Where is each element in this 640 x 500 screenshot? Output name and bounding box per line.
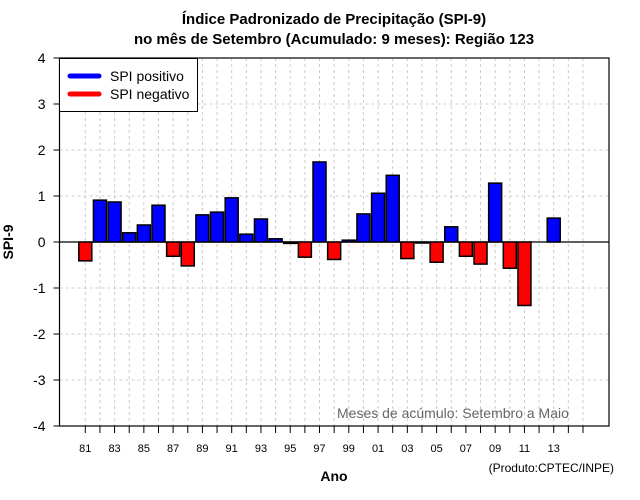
- x-tick-label: 89: [196, 443, 208, 455]
- x-tick-label: 83: [108, 443, 120, 455]
- y-tick-label: -3: [33, 372, 46, 388]
- grid-lines: [59, 58, 609, 426]
- y-tick-label: 0: [38, 234, 46, 250]
- bar-2011: [517, 241, 532, 307]
- bar-2009: [487, 182, 503, 243]
- bar-2003: [400, 241, 415, 260]
- y-tick-label: -2: [33, 326, 46, 342]
- x-tick-label: 99: [343, 443, 355, 455]
- x-axis-ticks: 81 83 85 87 89 91 93 95 97 99 01 03 05 07 09 11 13: [79, 426, 584, 455]
- bar-1984: [121, 232, 137, 243]
- x-tick-label: 97: [313, 443, 325, 455]
- bar-1997: [312, 161, 327, 243]
- x-tick-label: 11: [519, 443, 530, 455]
- bar-1986: [151, 204, 166, 243]
- y-tick-label: 2: [38, 142, 46, 158]
- bar-1994: [268, 238, 283, 243]
- product-credit: (Produto:CPTEC/INPE): [489, 461, 614, 475]
- chart-title-line-2: no mês de Setembro (Acumulado: 9 meses):…: [134, 31, 534, 48]
- bar-1993: [253, 218, 269, 243]
- bar-1988: [180, 241, 196, 267]
- plot-frame: [58, 57, 610, 427]
- x-tick-label: 81: [79, 443, 91, 455]
- bar-1995: [282, 241, 298, 245]
- legend-label-negative: SPI negativo: [110, 86, 190, 102]
- x-tick-label: 13: [548, 443, 560, 455]
- bar-1990: [209, 211, 225, 243]
- legend-box: [59, 58, 198, 112]
- y-tick-label: -1: [33, 280, 46, 296]
- x-tick-label: 91: [226, 443, 238, 455]
- bar-1985: [136, 224, 152, 243]
- x-tick-label: 01: [372, 443, 384, 455]
- accumulation-annotation: Meses de acúmulo: Setembro a Maio: [337, 405, 569, 421]
- bar-1996: [297, 241, 313, 258]
- x-axis-label: Ano: [320, 468, 347, 484]
- x-tick-label: 03: [401, 443, 413, 455]
- bar-1981: [78, 241, 93, 262]
- y-axis-label: SPI-9: [0, 224, 16, 259]
- bar-2013: [546, 217, 561, 243]
- bar-1991: [224, 197, 239, 243]
- y-tick-label: -4: [33, 418, 46, 434]
- chart-title-line-1: Índice Padronizado de Precipitação (SPI-…: [182, 11, 486, 28]
- x-tick-label: 05: [430, 443, 442, 455]
- bar-2004: [414, 241, 430, 244]
- bar-1999: [341, 239, 357, 243]
- x-tick-label: 07: [460, 443, 472, 455]
- bar-1998: [326, 241, 342, 261]
- x-tick-label: 95: [284, 443, 296, 455]
- bar-2000: [356, 213, 371, 243]
- bar-2005: [429, 241, 444, 263]
- bar-2008: [473, 241, 488, 265]
- bars: [78, 161, 561, 307]
- bar-2001: [370, 192, 386, 243]
- y-tick-label: 4: [38, 50, 46, 66]
- bar-1987: [165, 241, 181, 258]
- x-tick-label: 87: [167, 443, 179, 455]
- bar-2002: [385, 174, 400, 243]
- bar-2010: [502, 241, 518, 269]
- legend-label-positive: SPI positivo: [110, 68, 184, 84]
- x-tick-label: 93: [255, 443, 267, 455]
- bar-1983: [107, 201, 122, 243]
- y-tick-label: 1: [38, 188, 46, 204]
- bar-2006: [444, 226, 459, 243]
- x-tick-label: 09: [489, 443, 501, 455]
- x-tick-label: 85: [138, 443, 150, 455]
- bar-1982: [92, 199, 108, 243]
- bar-2007: [458, 241, 474, 258]
- y-tick-label: 3: [38, 96, 46, 112]
- legend: SPI positivo SPI negativo: [59, 58, 198, 112]
- bar-1989: [195, 214, 210, 243]
- bar-1992: [239, 233, 254, 243]
- y-axis-ticks: 4 3 2 1 0 -1 -2 -3 -4: [33, 50, 60, 434]
